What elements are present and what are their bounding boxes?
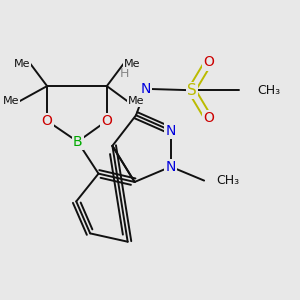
Text: H: H	[120, 67, 130, 80]
Text: B: B	[73, 135, 82, 149]
Text: O: O	[203, 111, 214, 125]
Text: N: N	[166, 124, 176, 137]
Text: O: O	[101, 114, 112, 128]
Text: S: S	[187, 83, 196, 98]
Text: Me: Me	[3, 96, 19, 106]
Text: O: O	[42, 114, 52, 128]
Text: Me: Me	[124, 59, 140, 69]
Text: O: O	[203, 56, 214, 69]
Text: Me: Me	[14, 59, 30, 69]
Text: N: N	[166, 160, 176, 174]
Text: N: N	[141, 82, 151, 96]
Text: CH₃: CH₃	[217, 174, 240, 187]
Text: CH₃: CH₃	[257, 84, 280, 97]
Text: Me: Me	[128, 96, 144, 106]
